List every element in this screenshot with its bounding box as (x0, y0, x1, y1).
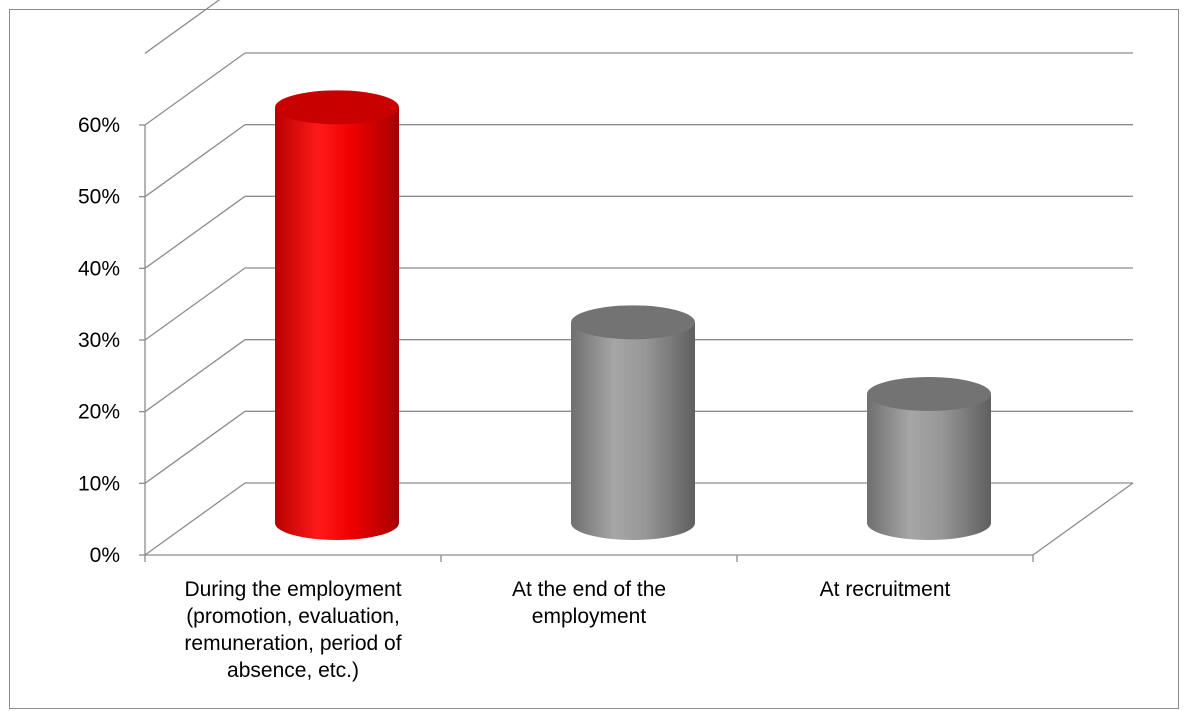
y-tick-label: 0% (90, 544, 120, 567)
gridline-side (144, 195, 246, 269)
bar-top (867, 377, 991, 411)
x-category-label: At the end of the employment (512, 578, 666, 628)
y-tick-label: 30% (78, 329, 120, 352)
gridline-side (144, 124, 246, 198)
bar-top (571, 305, 695, 340)
x-category-label: During the employment (promotion, evaluat… (184, 578, 401, 682)
gridline-side (144, 0, 221, 54)
floor-edge (1032, 482, 1134, 556)
bar-body (275, 107, 399, 540)
bar-body (571, 322, 695, 540)
gridline-side (144, 52, 246, 126)
bar (571, 305, 695, 540)
y-tick-label: 20% (78, 401, 120, 424)
gridline-side (144, 267, 246, 341)
bar-body (867, 394, 991, 540)
y-tick-label: 60% (78, 114, 120, 137)
bar (275, 90, 399, 540)
axes (139, 124, 1134, 562)
labels: 0% 10% 20% 30% 40% 50% 60% During the employmen… (78, 114, 951, 682)
x-category-label: At recruitment (820, 578, 951, 601)
bars (275, 90, 991, 540)
y-tick-label: 40% (78, 257, 120, 280)
bar (867, 377, 991, 540)
gridline-side (144, 339, 246, 413)
bar-top (275, 90, 399, 125)
gridline-side (144, 410, 246, 484)
gridline-side (144, 482, 246, 556)
y-tick-label: 50% (78, 186, 120, 209)
y-tick-label: 10% (78, 472, 120, 495)
